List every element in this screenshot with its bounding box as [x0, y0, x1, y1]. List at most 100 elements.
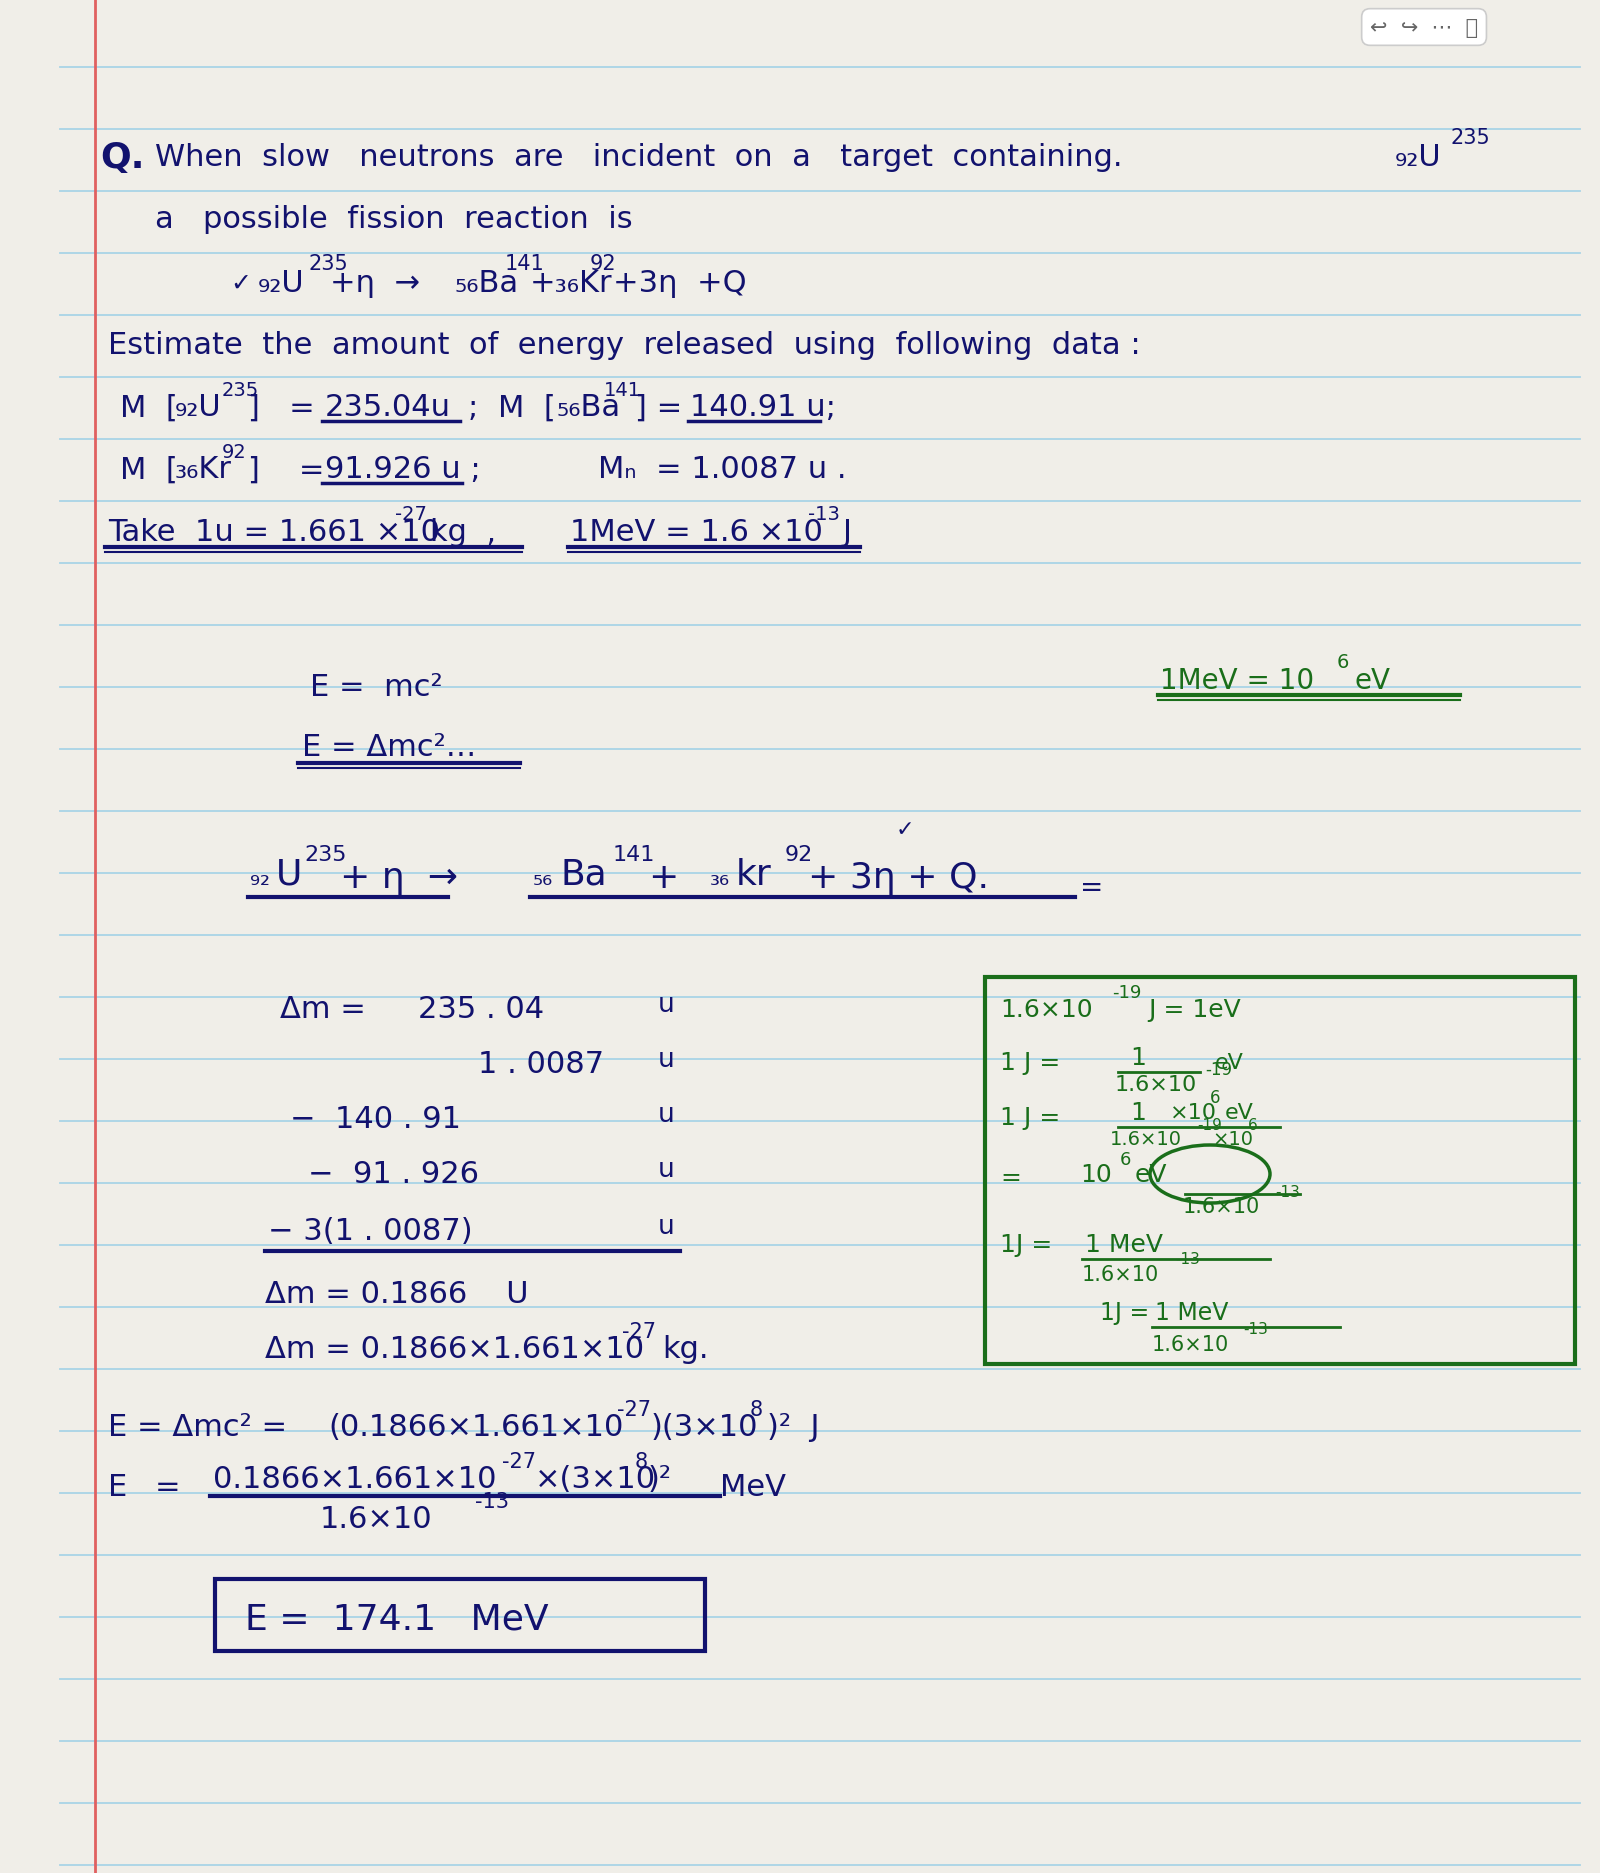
- Text: 10: 10: [1080, 1163, 1112, 1186]
- Text: 1.6×10: 1.6×10: [1000, 998, 1093, 1021]
- Text: u: u: [658, 1214, 675, 1240]
- Text: =: =: [1080, 873, 1104, 901]
- Text: 1 MeV: 1 MeV: [1085, 1232, 1163, 1257]
- Text: eV: eV: [1214, 1053, 1243, 1073]
- Text: +η  →: +η →: [330, 270, 419, 298]
- Text: ]   =: ] =: [248, 393, 315, 421]
- Text: -27: -27: [502, 1452, 536, 1470]
- Text: 1.6×10: 1.6×10: [1182, 1197, 1261, 1216]
- Text: 6: 6: [1120, 1150, 1131, 1169]
- Text: 92: 92: [786, 845, 813, 865]
- Text: Δm = 0.1866    U: Δm = 0.1866 U: [266, 1279, 528, 1309]
- Text: U: U: [277, 858, 302, 892]
- Text: eV: eV: [1354, 667, 1390, 695]
- Text: 1.6×10: 1.6×10: [1152, 1334, 1229, 1354]
- Text: u: u: [658, 1156, 675, 1182]
- Text: 1: 1: [1130, 1101, 1146, 1124]
- Text: E = Δmc² =: E = Δmc² =: [109, 1412, 286, 1442]
- Text: E =  mc²: E = mc²: [310, 672, 443, 702]
- Text: ₃₆: ₃₆: [710, 865, 730, 890]
- Text: E: E: [109, 1472, 128, 1502]
- Text: -19: -19: [1197, 1118, 1222, 1133]
- Text: M  [: M [: [120, 455, 178, 485]
- Text: -13: -13: [808, 506, 840, 524]
- Text: 1J =: 1J =: [1000, 1232, 1053, 1257]
- Text: 1 MeV: 1 MeV: [1155, 1300, 1229, 1324]
- Text: a   possible  fission  reaction  is: a possible fission reaction is: [155, 206, 632, 234]
- Text: 91.926 u ;: 91.926 u ;: [325, 455, 480, 485]
- Text: +: +: [648, 860, 678, 895]
- Text: When  slow   neutrons  are   incident  on  a   target  containing.: When slow neutrons are incident on a tar…: [155, 144, 1123, 172]
- Text: u: u: [658, 1047, 675, 1073]
- Text: ✓: ✓: [230, 272, 251, 296]
- Text: ₉₂U: ₉₂U: [1395, 144, 1442, 172]
- Text: kg.: kg.: [662, 1335, 709, 1364]
- Text: ₃₆Kr: ₃₆Kr: [174, 455, 232, 485]
- Text: 8: 8: [750, 1399, 763, 1420]
- Text: M  [: M [: [120, 393, 178, 421]
- Text: Take  1u = 1.661 ×10: Take 1u = 1.661 ×10: [109, 519, 440, 547]
- Text: kg  ,: kg ,: [430, 519, 496, 547]
- Text: 6: 6: [1248, 1118, 1258, 1133]
- Text: =: =: [155, 1472, 181, 1502]
- Text: -27: -27: [618, 1399, 651, 1420]
- Text: 1 J =: 1 J =: [1000, 1105, 1061, 1129]
- Text: 1MeV = 10: 1MeV = 10: [1160, 667, 1314, 695]
- Text: ↩  ↪  ⋯  ⧉: ↩ ↪ ⋯ ⧉: [1370, 19, 1478, 37]
- Text: +₃₆Kr: +₃₆Kr: [530, 270, 613, 298]
- Text: −  91 . 926: − 91 . 926: [307, 1159, 478, 1189]
- Text: 1: 1: [1130, 1045, 1146, 1069]
- Text: 1.6×10: 1.6×10: [1115, 1075, 1197, 1094]
- Text: Mₙ  = 1.0087 u .: Mₙ = 1.0087 u .: [598, 455, 846, 485]
- Text: 0.1866×1.661×10: 0.1866×1.661×10: [213, 1465, 496, 1493]
- Text: 235: 235: [307, 255, 347, 273]
- Text: -13: -13: [475, 1491, 509, 1512]
- Text: (0.1866×1.661×10: (0.1866×1.661×10: [328, 1412, 624, 1442]
- Text: 141: 141: [613, 845, 656, 865]
- Text: ;: ;: [467, 393, 478, 421]
- Text: ₉₂: ₉₂: [250, 865, 270, 890]
- Text: -27: -27: [622, 1320, 656, 1341]
- Text: 1 . 0087: 1 . 0087: [478, 1051, 605, 1079]
- Text: 1J =: 1J =: [1101, 1300, 1149, 1324]
- Text: 235.04u: 235.04u: [325, 393, 451, 421]
- Text: 1 J =: 1 J =: [1000, 1051, 1061, 1075]
- Text: ×10: ×10: [1170, 1103, 1218, 1122]
- Text: +3η  +Q: +3η +Q: [613, 270, 747, 298]
- Text: ₅₆: ₅₆: [533, 865, 554, 890]
- Text: 235 . 04: 235 . 04: [418, 995, 544, 1025]
- Text: + η  →: + η →: [339, 860, 458, 895]
- Text: ₅₆Ba: ₅₆Ba: [557, 393, 621, 421]
- Text: kr: kr: [736, 858, 771, 892]
- Text: Δm =: Δm =: [280, 995, 366, 1025]
- Text: u: u: [658, 1101, 675, 1128]
- Text: 235: 235: [222, 380, 259, 399]
- Text: eV: eV: [1134, 1163, 1168, 1186]
- Text: −  140 . 91: − 140 . 91: [290, 1105, 461, 1133]
- Text: − 3(1 . 0087): − 3(1 . 0087): [269, 1217, 472, 1246]
- Text: )(3×10: )(3×10: [651, 1412, 758, 1442]
- Text: 141: 141: [605, 380, 642, 399]
- Text: -13: -13: [1174, 1251, 1200, 1266]
- Text: 6: 6: [1338, 654, 1349, 672]
- Text: 1MeV = 1.6 ×10: 1MeV = 1.6 ×10: [570, 519, 822, 547]
- Text: Q.: Q.: [99, 140, 144, 174]
- Text: ₅₆Ba: ₅₆Ba: [454, 270, 518, 298]
- Text: 140.91 u;: 140.91 u;: [690, 393, 835, 421]
- Text: )²: )²: [648, 1465, 672, 1493]
- Text: 141: 141: [506, 255, 544, 273]
- Text: MeV: MeV: [720, 1472, 786, 1502]
- Text: ] =: ] =: [635, 393, 682, 421]
- Text: =: =: [1000, 1165, 1021, 1189]
- Text: 235: 235: [304, 845, 347, 865]
- Text: 6: 6: [1210, 1088, 1221, 1107]
- Text: Δm = 0.1866×1.661×10: Δm = 0.1866×1.661×10: [266, 1335, 645, 1364]
- Text: Estimate  the  amount  of  energy  released  using  following  data :: Estimate the amount of energy released u…: [109, 332, 1141, 360]
- Text: ]    =: ] =: [248, 455, 325, 485]
- Text: eV: eV: [1226, 1103, 1254, 1122]
- Text: )²  J: )² J: [766, 1412, 819, 1442]
- Text: E = Δmc²…: E = Δmc²…: [302, 732, 477, 762]
- Text: ₉₂U: ₉₂U: [174, 393, 222, 421]
- Text: ×10: ×10: [1213, 1129, 1253, 1148]
- Text: 92: 92: [590, 255, 616, 273]
